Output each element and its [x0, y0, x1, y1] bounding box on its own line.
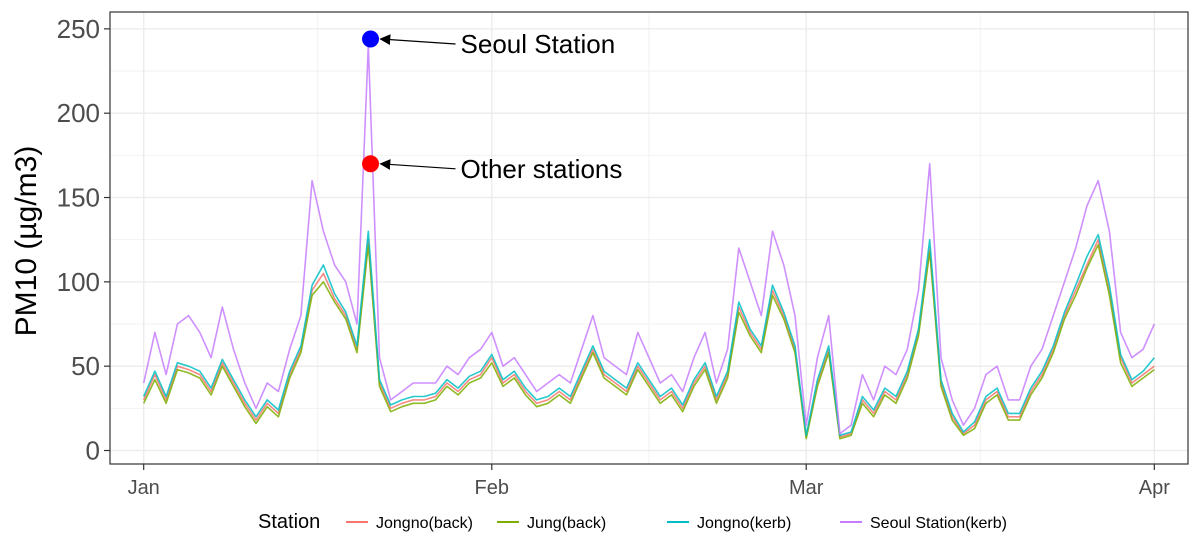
- legend-label: Jongno(kerb): [697, 515, 791, 532]
- minor-gridlines: [110, 12, 1188, 464]
- y-tick-label: 50: [71, 351, 100, 381]
- y-tick-label: 250: [57, 14, 100, 44]
- series-lines: [142, 44, 1156, 440]
- legend-label: Jongno(back): [376, 515, 473, 532]
- plot-panel-border: [109, 11, 1189, 465]
- x-tick-label: Mar: [789, 477, 824, 499]
- annotation-label: Other stations: [461, 154, 623, 184]
- x-tick-label: Feb: [475, 477, 509, 499]
- y-tick-label: 100: [57, 267, 100, 297]
- y-tick-label: 150: [57, 183, 100, 213]
- y-axis-title: PM10 (µg/m3): [10, 146, 43, 337]
- legend-title: Station: [258, 511, 320, 533]
- annotation-point: [362, 30, 380, 48]
- major-gridlines: [110, 12, 1188, 464]
- legend-label: Jung(back): [527, 515, 606, 532]
- series-line-jung-back: [142, 243, 1155, 440]
- legend: Station Jongno(back) Jung(back) Jongno(ker…: [258, 511, 1007, 533]
- x-tick-label: Apr: [1139, 477, 1170, 499]
- annotation-point: [362, 155, 380, 173]
- annotations: Seoul Station Other stations: [362, 29, 622, 184]
- annotation-arrow: [379, 34, 456, 46]
- series-line-jongno-back: [142, 238, 1155, 438]
- annotation-arrow: [379, 159, 456, 170]
- series-line-jongno-kerb: [142, 230, 1155, 437]
- y-axis-ticks: 0 50 100 150 200 250: [57, 14, 110, 466]
- legend-items: Jongno(back) Jung(back) Jongno(kerb) Seoul …: [346, 515, 1007, 532]
- series-line-seoul-station-kerb: [142, 44, 1156, 435]
- legend-label: Seoul Station(kerb): [870, 515, 1007, 532]
- x-axis-ticks: Jan Feb Mar Apr: [128, 464, 1170, 499]
- annotation-label: Seoul Station: [461, 29, 616, 59]
- y-tick-label: 200: [57, 98, 100, 128]
- y-tick-label: 0: [86, 436, 100, 466]
- x-tick-label: Jan: [128, 477, 160, 499]
